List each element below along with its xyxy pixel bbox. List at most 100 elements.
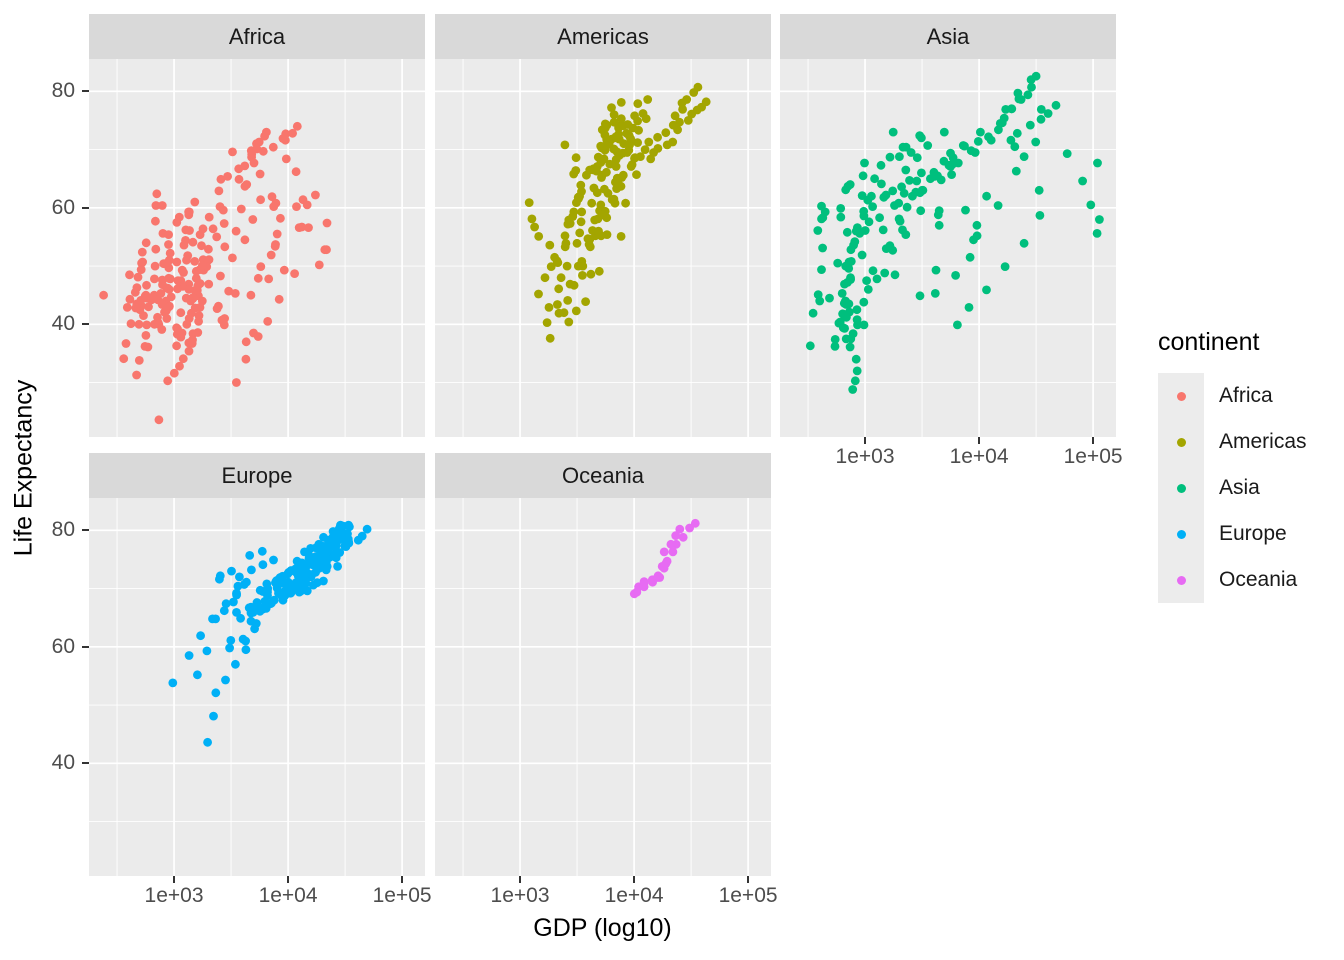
- data-point-europe: [311, 543, 321, 553]
- data-point-europe: [209, 711, 218, 721]
- data-point-africa: [136, 265, 146, 274]
- data-point-asia: [818, 243, 827, 253]
- data-point-asia: [976, 127, 985, 137]
- x-tick-mark: [519, 876, 522, 883]
- data-point-europe: [231, 659, 240, 669]
- data-point-oceania: [668, 547, 678, 557]
- data-point-africa: [142, 320, 152, 330]
- data-point-americas: [678, 105, 687, 114]
- data-point-africa: [182, 319, 192, 329]
- data-point-europe: [280, 591, 290, 600]
- data-point-europe: [225, 643, 235, 653]
- data-point-americas: [613, 178, 623, 188]
- data-point-africa: [249, 158, 259, 168]
- data-point-americas: [640, 145, 650, 154]
- data-point-asia: [915, 291, 925, 301]
- data-point-africa: [184, 207, 193, 217]
- data-point-asia: [813, 226, 823, 235]
- data-point-americas: [641, 114, 651, 124]
- legend-key: [1158, 557, 1204, 603]
- data-point-asia: [870, 174, 879, 184]
- data-point-asia: [1035, 211, 1045, 220]
- data-point-asia: [830, 342, 840, 351]
- facet-panel-asia: [780, 59, 1116, 437]
- data-point-africa: [151, 244, 161, 254]
- data-point-africa: [240, 235, 250, 245]
- data-point-africa: [248, 215, 258, 224]
- data-point-europe: [193, 670, 202, 680]
- legend-key: [1158, 511, 1204, 557]
- y-tick-label: 40: [51, 751, 75, 775]
- data-point-americas: [607, 195, 617, 205]
- data-point-africa: [253, 273, 263, 283]
- data-point-africa: [147, 293, 157, 302]
- data-point-asia: [916, 206, 926, 216]
- data-point-oceania: [675, 524, 685, 534]
- data-point-asia: [855, 229, 865, 238]
- data-point-africa: [292, 121, 302, 131]
- data-point-americas: [553, 300, 562, 309]
- data-point-asia: [890, 270, 900, 280]
- data-point-asia: [898, 142, 908, 152]
- data-point-asia: [864, 217, 874, 227]
- data-point-europe: [337, 525, 346, 535]
- data-point-europe: [298, 570, 308, 579]
- data-point-asia: [830, 335, 840, 344]
- data-point-africa: [228, 147, 237, 157]
- data-point-africa: [291, 167, 301, 177]
- legend-item-label: Asia: [1219, 476, 1260, 499]
- data-point-africa: [174, 212, 184, 222]
- data-point-asia: [1025, 120, 1035, 130]
- data-point-americas: [611, 155, 621, 164]
- data-point-asia: [908, 191, 917, 201]
- legend-item-oceania: Oceania: [1158, 557, 1307, 603]
- data-point-asia: [863, 195, 873, 205]
- legend-item-label: Oceania: [1219, 568, 1298, 591]
- facet-strip-americas: Americas: [435, 14, 771, 59]
- data-point-americas: [575, 228, 585, 238]
- data-point-africa: [122, 303, 132, 312]
- y-tick-mark: [82, 90, 89, 93]
- data-point-africa: [216, 271, 225, 281]
- data-point-americas: [630, 111, 639, 121]
- data-point-africa: [276, 213, 285, 223]
- data-point-asia: [863, 285, 873, 294]
- data-point-africa: [219, 219, 229, 228]
- data-point-asia: [885, 152, 895, 162]
- data-point-africa: [169, 368, 179, 378]
- data-point-africa: [187, 308, 196, 318]
- data-point-africa: [311, 190, 320, 200]
- data-point-europe: [335, 535, 344, 544]
- data-point-asia: [939, 127, 949, 137]
- legend-dot-icon: [1176, 391, 1186, 401]
- x-tick-label: 1e+03: [144, 884, 204, 907]
- legend-key: [1158, 373, 1204, 419]
- data-point-europe: [269, 555, 278, 565]
- data-point-asia: [846, 257, 856, 266]
- legend-item-label: Europe: [1219, 522, 1287, 545]
- data-point-asia: [1023, 90, 1033, 100]
- data-point-africa: [263, 317, 273, 326]
- data-point-africa: [266, 250, 276, 260]
- data-point-africa: [253, 332, 263, 341]
- data-point-oceania: [678, 532, 688, 542]
- data-point-africa: [164, 263, 174, 273]
- data-point-asia: [852, 315, 862, 324]
- legend-items: Africa Americas Asia Europe Oceania: [1158, 373, 1307, 603]
- data-point-americas: [571, 306, 581, 316]
- data-point-americas: [661, 128, 671, 138]
- x-axis-title: GDP (log10): [533, 914, 672, 942]
- data-point-africa: [212, 232, 222, 242]
- data-point-asia: [838, 323, 848, 333]
- data-point-americas: [653, 132, 662, 142]
- data-point-africa: [208, 224, 218, 234]
- data-point-europe: [245, 551, 255, 560]
- data-point-asia: [958, 141, 968, 150]
- data-point-americas: [573, 192, 583, 202]
- data-point-africa: [134, 356, 144, 365]
- data-point-americas: [602, 167, 611, 177]
- x-tick-label: 1e+04: [604, 884, 664, 907]
- data-point-europe: [211, 688, 221, 698]
- data-point-americas: [621, 198, 630, 208]
- data-point-americas: [668, 137, 678, 147]
